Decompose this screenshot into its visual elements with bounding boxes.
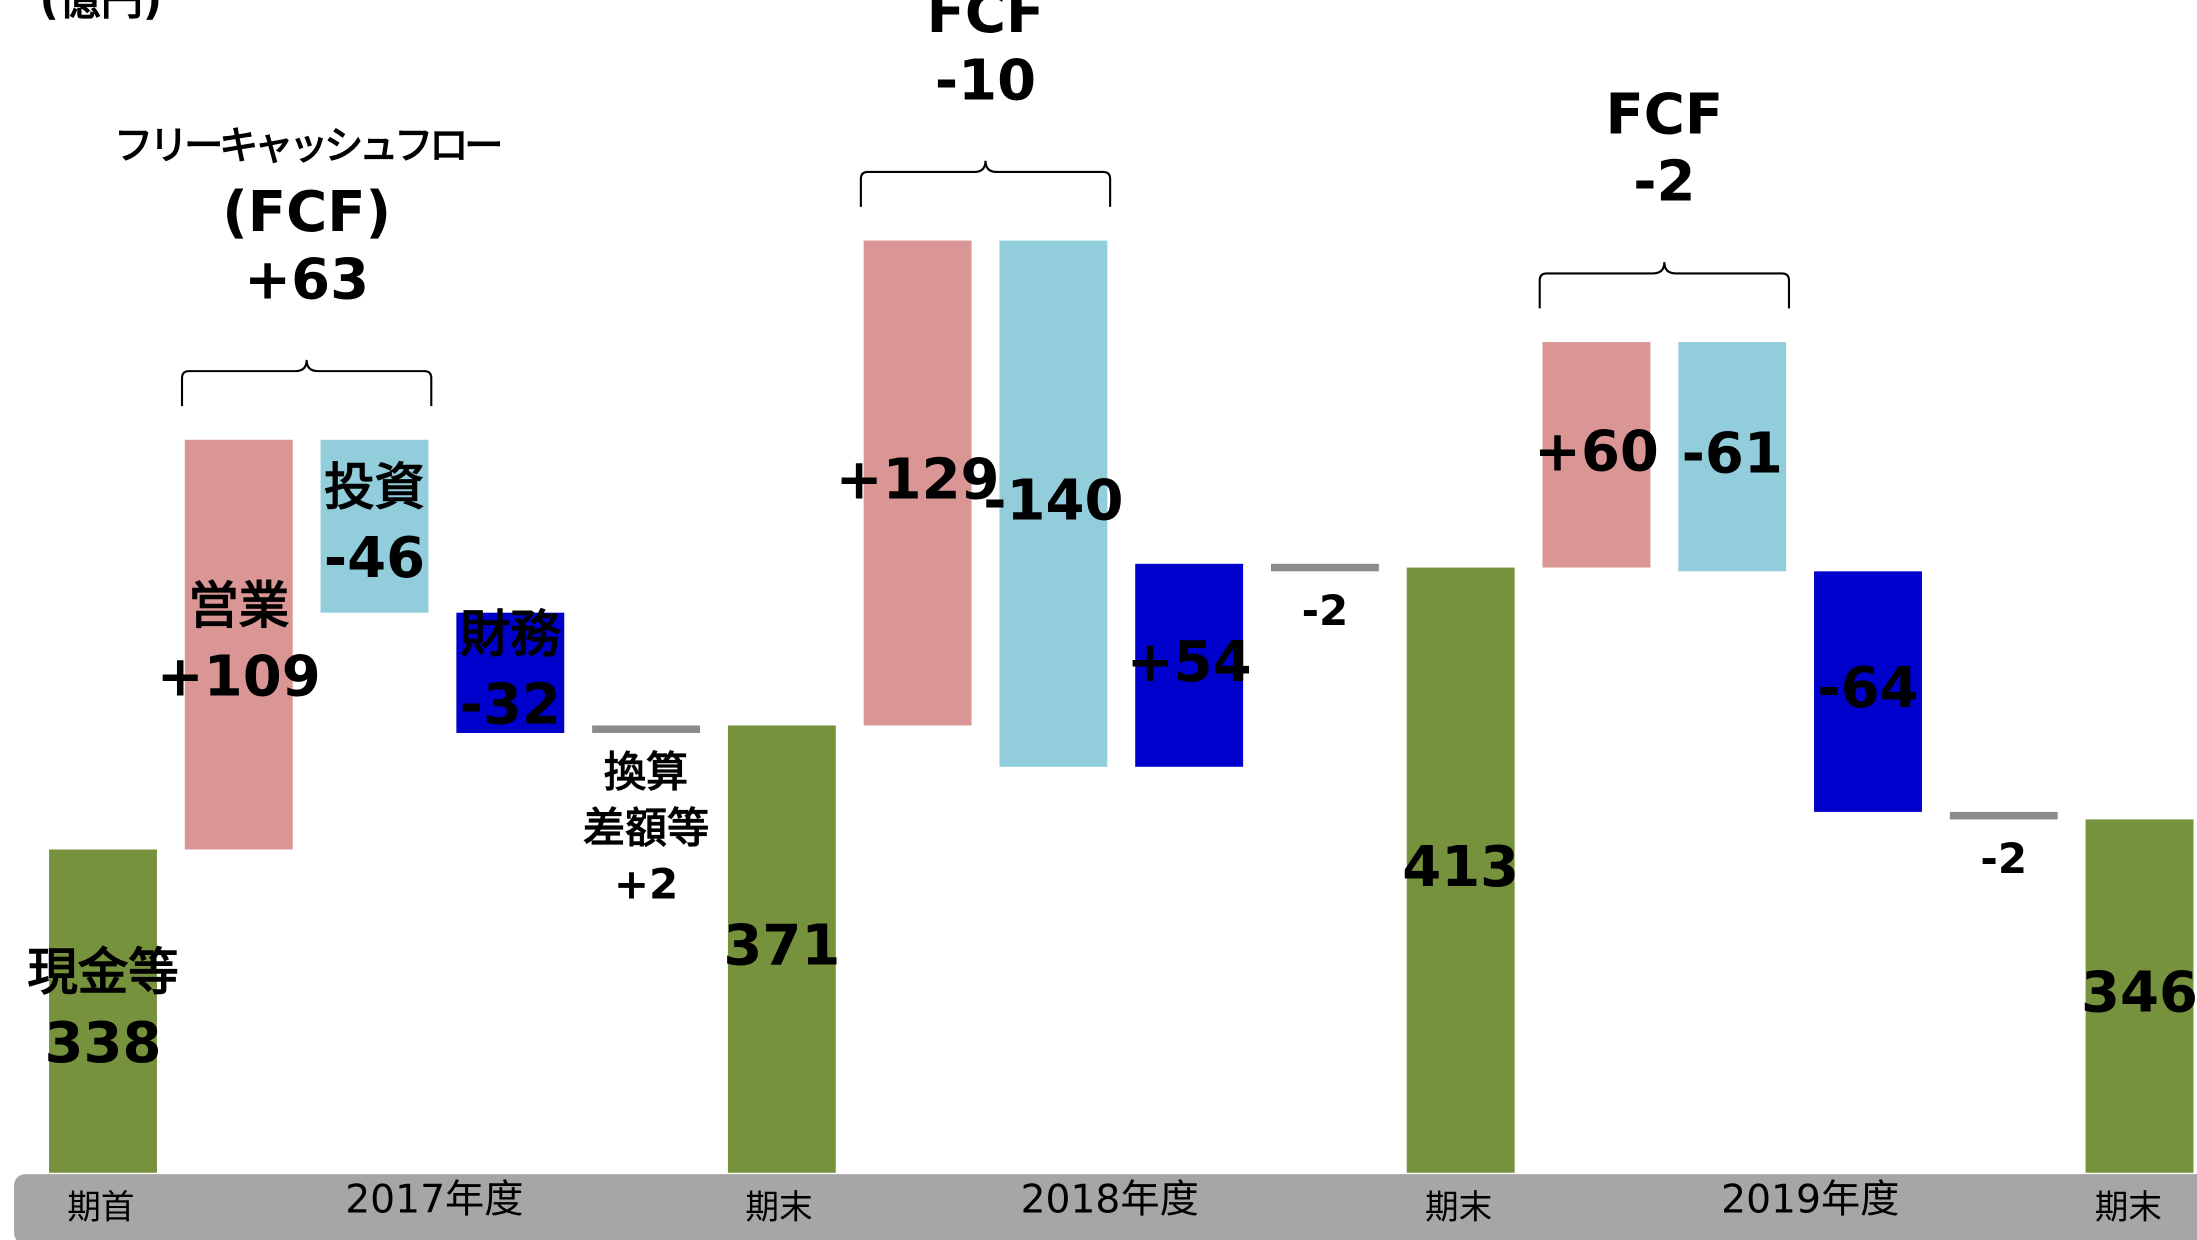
category-label: 差額等 [583, 804, 709, 853]
x-axis-label: 2017年度 [345, 1178, 523, 1223]
bar [456, 612, 565, 733]
bar [1678, 342, 1787, 572]
value-label: +60 [1534, 419, 1659, 484]
value-label: 413 [1402, 835, 1519, 900]
unit-label: (億円) [40, 0, 162, 24]
x-axis-band [14, 1174, 2197, 1240]
value-label: -46 [324, 526, 425, 591]
bar [49, 849, 157, 1173]
value-label: -2 [1980, 834, 2027, 883]
annotation: FCF [1606, 82, 1724, 147]
category-label: 財務 [460, 604, 562, 663]
category-label: 現金等 [27, 943, 178, 1002]
annotation: フリーキャッシュフロー [114, 124, 500, 169]
brace [180, 359, 433, 407]
x-axis-label: 期首 [67, 1188, 134, 1227]
value-label: -61 [1682, 421, 1783, 486]
value-label: +129 [836, 448, 1000, 513]
value-label: +109 [157, 644, 321, 709]
bar [592, 725, 701, 733]
annotation: +63 [244, 247, 369, 312]
category-label: 営業 [188, 576, 289, 635]
value-label: -140 [983, 468, 1123, 533]
annotation: FCF [927, 0, 1045, 46]
x-axis-label: 期末 [745, 1188, 812, 1227]
bar [999, 240, 1108, 767]
category-label: 換算 [604, 748, 688, 797]
value-label: 346 [2081, 961, 2197, 1026]
bar [2085, 819, 2194, 1173]
bar [1135, 563, 1244, 767]
x-axis-label: 2019年度 [1721, 1178, 1899, 1223]
bar [320, 439, 429, 613]
value-label: +2 [614, 860, 678, 909]
x-axis-label: 2018年度 [1021, 1178, 1199, 1223]
value-label: -2 [1302, 586, 1349, 635]
bar [1406, 567, 1515, 1173]
category-label: 投資 [324, 458, 425, 517]
bar [863, 240, 972, 726]
bar [727, 725, 836, 1173]
value-label: -32 [460, 672, 561, 737]
value-label: 338 [45, 1011, 162, 1076]
bar [1814, 571, 1922, 812]
bar [1270, 563, 1379, 572]
value-label: +54 [1127, 630, 1252, 695]
value-label: -64 [1817, 656, 1918, 721]
bar [184, 439, 293, 850]
brace [859, 160, 1112, 207]
annotation: (FCF) [222, 180, 391, 245]
bar [1542, 342, 1651, 568]
value-label: 371 [723, 914, 840, 979]
annotation: -10 [935, 48, 1036, 113]
x-axis-label: 期末 [1425, 1188, 1492, 1227]
annotation: -2 [1633, 150, 1695, 215]
x-axis-label: 期末 [2095, 1188, 2162, 1227]
brace [1538, 262, 1791, 309]
bar [1949, 811, 2058, 820]
